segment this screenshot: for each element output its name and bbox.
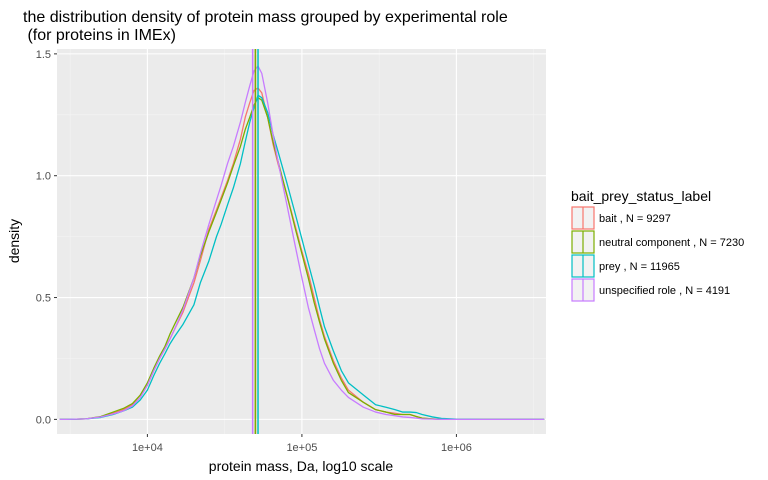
density-line-series-2: [59, 97, 545, 421]
x-tick-label: 1e+06: [441, 442, 472, 454]
x-tick-label: 1e+05: [286, 442, 317, 454]
legend-label-series-4: unspecified role , N = 4191: [599, 285, 730, 297]
legend-label-series-1: bait , N = 9297: [599, 213, 671, 225]
y-tick-label: 0.0: [36, 414, 51, 426]
x-axis-label: protein mass, Da, log10 scale: [209, 458, 394, 474]
density-line-series-4: [59, 65, 545, 421]
chart-title-line-2: (for proteins in IMEx): [23, 27, 176, 44]
axes: 0.0 0.5 1.0 1.5 1e+04 1e+05 1e+06: [36, 49, 472, 454]
y-tick-label: 0.5: [36, 293, 51, 305]
legend: bait_prey_status_label bait , N = 9297 ne…: [571, 188, 744, 302]
grid-lines: [57, 49, 546, 434]
legend-label-series-2: neutral component , N = 7230: [599, 237, 744, 249]
y-tick-label: 1.0: [36, 171, 51, 183]
density-series: [59, 49, 545, 434]
density-line-series-3: [59, 94, 545, 421]
y-tick-label: 1.5: [36, 49, 51, 61]
y-axis-label: density: [6, 219, 22, 263]
x-tick-label: 1e+04: [132, 442, 163, 454]
chart-title-line-1: the distribution density of protein mass…: [23, 9, 508, 26]
legend-label-series-3: prey , N = 11965: [599, 261, 680, 273]
legend-title: bait_prey_status_label: [571, 188, 711, 204]
